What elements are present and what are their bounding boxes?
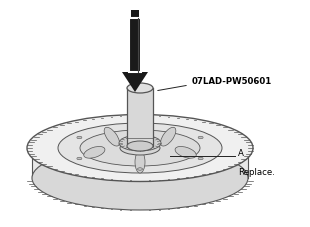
Polygon shape — [32, 148, 248, 178]
Polygon shape — [129, 18, 141, 72]
Ellipse shape — [84, 146, 105, 158]
Ellipse shape — [127, 141, 153, 151]
Ellipse shape — [32, 146, 248, 210]
Ellipse shape — [120, 141, 160, 155]
Polygon shape — [122, 72, 148, 92]
Text: A: A — [238, 149, 244, 158]
Ellipse shape — [175, 146, 196, 158]
Text: Replace.: Replace. — [238, 168, 275, 177]
Ellipse shape — [161, 127, 176, 146]
Ellipse shape — [119, 135, 161, 151]
Ellipse shape — [138, 126, 143, 128]
Ellipse shape — [138, 168, 143, 170]
Ellipse shape — [198, 136, 203, 139]
Ellipse shape — [27, 114, 253, 182]
Ellipse shape — [80, 130, 200, 166]
Ellipse shape — [77, 136, 82, 139]
Ellipse shape — [135, 151, 145, 173]
Ellipse shape — [104, 127, 119, 146]
Polygon shape — [127, 88, 153, 146]
Ellipse shape — [58, 123, 222, 173]
Ellipse shape — [77, 157, 82, 160]
Text: 07LAD-PW50601: 07LAD-PW50601 — [192, 77, 272, 86]
Ellipse shape — [127, 83, 153, 93]
Ellipse shape — [198, 157, 203, 160]
Polygon shape — [131, 10, 139, 18]
